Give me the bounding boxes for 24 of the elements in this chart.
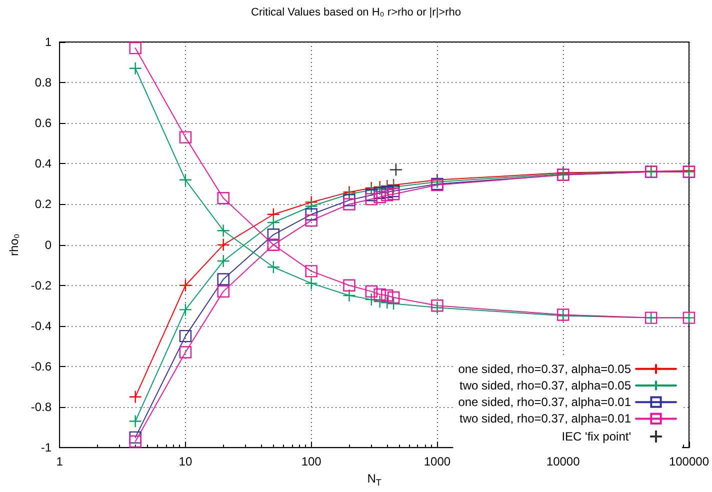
y-tick-label: 0.8 <box>34 76 52 90</box>
y-tick-label: -0.2 <box>30 278 52 292</box>
y-tick-label: -1 <box>40 440 52 455</box>
y-tick-label: -0.4 <box>30 318 52 333</box>
y-tick-label: 0 <box>44 238 52 252</box>
x-tick-label: 1 <box>56 454 64 469</box>
y-tick-label: 0.6 <box>34 116 52 130</box>
legend-label: IEC 'fix point' <box>562 430 631 444</box>
x-tick-label: 1000 <box>424 454 451 469</box>
y-tick-label: 0.4 <box>34 156 52 171</box>
chart-title: Critical Values based on H₀ r>rho or |r|>rho <box>250 6 462 18</box>
x-tick-label: 100 <box>301 454 322 469</box>
y-tick-label: -0.8 <box>30 400 52 414</box>
legend-label: two sided, rho=0.37, alpha=0.01 <box>460 412 632 426</box>
y-axis-title: rho₀ <box>7 234 21 256</box>
x-tick-label: 10000 <box>546 454 580 469</box>
x-tick-label: 100000 <box>668 454 710 469</box>
y-tick-label: 0.2 <box>34 197 52 212</box>
y-tick-label: 1 <box>44 35 52 49</box>
x-tick-label: 10 <box>178 454 192 469</box>
legend-label: one sided, rho=0.37, alpha=0.05 <box>458 362 632 376</box>
legend-label: one sided, rho=0.37, alpha=0.01 <box>458 395 632 410</box>
y-tick-label: -0.6 <box>30 359 52 374</box>
legend-label: two sided, rho=0.37, alpha=0.05 <box>460 378 632 392</box>
